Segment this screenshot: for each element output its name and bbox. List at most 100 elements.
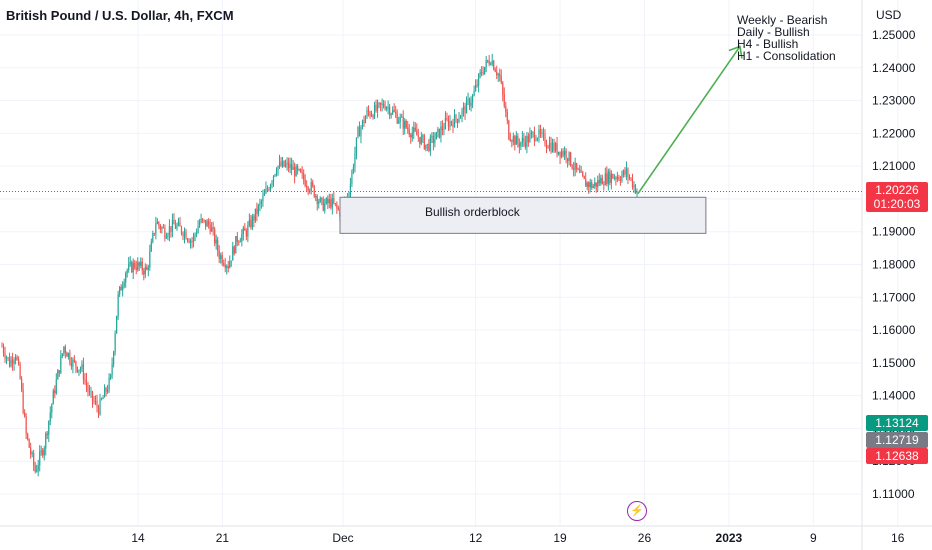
candle-body [393, 109, 395, 112]
candle-body [202, 218, 204, 220]
candle-body [337, 207, 339, 210]
candle-body [618, 177, 620, 180]
candle-body [185, 231, 187, 240]
x-tick-label: 21 [216, 531, 230, 545]
candle-body [90, 391, 92, 393]
candle-body [211, 227, 213, 232]
y-tick-label: 1.15000 [872, 356, 916, 370]
lightning-icon[interactable]: ⚡ [627, 501, 647, 521]
candle-body [215, 239, 217, 244]
candle-body [532, 132, 534, 134]
candle-body [144, 267, 146, 275]
candle-body [355, 137, 358, 154]
candle-body [381, 103, 383, 105]
candle-body [423, 135, 425, 149]
candle-body [518, 143, 520, 147]
candle-body [524, 141, 526, 147]
candle-body [229, 261, 231, 268]
candle-body [25, 416, 27, 434]
candle-body [152, 233, 154, 242]
candle-body [609, 171, 611, 184]
candle-body [562, 151, 564, 156]
orderblock-zone [339, 196, 707, 234]
candle-body [600, 177, 602, 184]
candle-body [60, 356, 62, 374]
candle-body [481, 71, 483, 73]
candle-body [527, 135, 530, 143]
candle-body [22, 389, 24, 413]
candle-body [577, 169, 579, 170]
candle-body [192, 235, 195, 243]
y-tick-label: 1.11000 [872, 487, 915, 501]
candle-body [485, 60, 487, 67]
candle-body [557, 151, 560, 155]
candle-body [170, 226, 172, 232]
candle-body [493, 60, 495, 70]
candle-body [66, 352, 68, 357]
candle-body [49, 412, 51, 422]
candle-body [515, 135, 517, 145]
candle-body [410, 134, 412, 138]
candle-body [173, 219, 175, 225]
candle-body [102, 397, 104, 400]
candle-body [236, 236, 238, 242]
candle-body [452, 123, 454, 128]
axis-labels: 1.250001.240001.230001.220001.210001.200… [131, 28, 915, 545]
candle-body [162, 227, 164, 229]
candle-body [520, 142, 522, 147]
candle-body [502, 82, 504, 95]
x-tick-label: 14 [131, 531, 145, 545]
candle-body [57, 370, 59, 380]
candle-body [568, 152, 570, 162]
candle-body [99, 398, 101, 415]
candle-body [76, 366, 79, 372]
candle-body [422, 135, 424, 137]
candle-body [218, 250, 220, 259]
candle-body [585, 178, 587, 187]
candle-body [303, 173, 305, 180]
candle-body [116, 315, 118, 334]
candle-body [177, 222, 180, 226]
candle-body [235, 236, 237, 254]
candle-body [360, 127, 362, 137]
candle-body [290, 164, 293, 170]
candle-body [536, 138, 539, 140]
candle-body [137, 262, 139, 270]
candle-body [206, 221, 208, 227]
candle-body [275, 171, 278, 175]
candle-body [586, 182, 588, 187]
y-tick-label: 1.24000 [872, 61, 916, 75]
candle-body [244, 228, 246, 231]
currency-label: USD [876, 8, 902, 22]
candle-body [607, 171, 609, 184]
candle-body [205, 219, 207, 227]
candle-body [494, 69, 496, 72]
price-tag-teal: 1.13124 [866, 415, 928, 431]
candle-body [387, 106, 389, 108]
candle-body [624, 170, 626, 175]
candle-body [97, 407, 100, 415]
candle-body [357, 127, 359, 138]
candle-body [85, 379, 88, 386]
candle-body [94, 401, 97, 402]
candle-body [180, 226, 183, 234]
candle-body [134, 262, 136, 268]
candle-body [484, 66, 486, 74]
candle-body [217, 239, 219, 251]
candle-body [426, 143, 428, 145]
candle-body [277, 166, 279, 172]
candle-body [625, 168, 628, 175]
candle-body [78, 369, 80, 372]
candlestick-series [1, 53, 638, 477]
candle-body [428, 143, 430, 151]
candle-body [459, 116, 462, 119]
candle-body [165, 237, 168, 239]
candle-body [396, 113, 398, 124]
candle-body [615, 177, 617, 179]
candle-body [545, 144, 548, 148]
candle-body [560, 151, 563, 157]
candle-body [419, 137, 421, 144]
candle-body [384, 106, 386, 110]
candle-body [595, 182, 597, 187]
